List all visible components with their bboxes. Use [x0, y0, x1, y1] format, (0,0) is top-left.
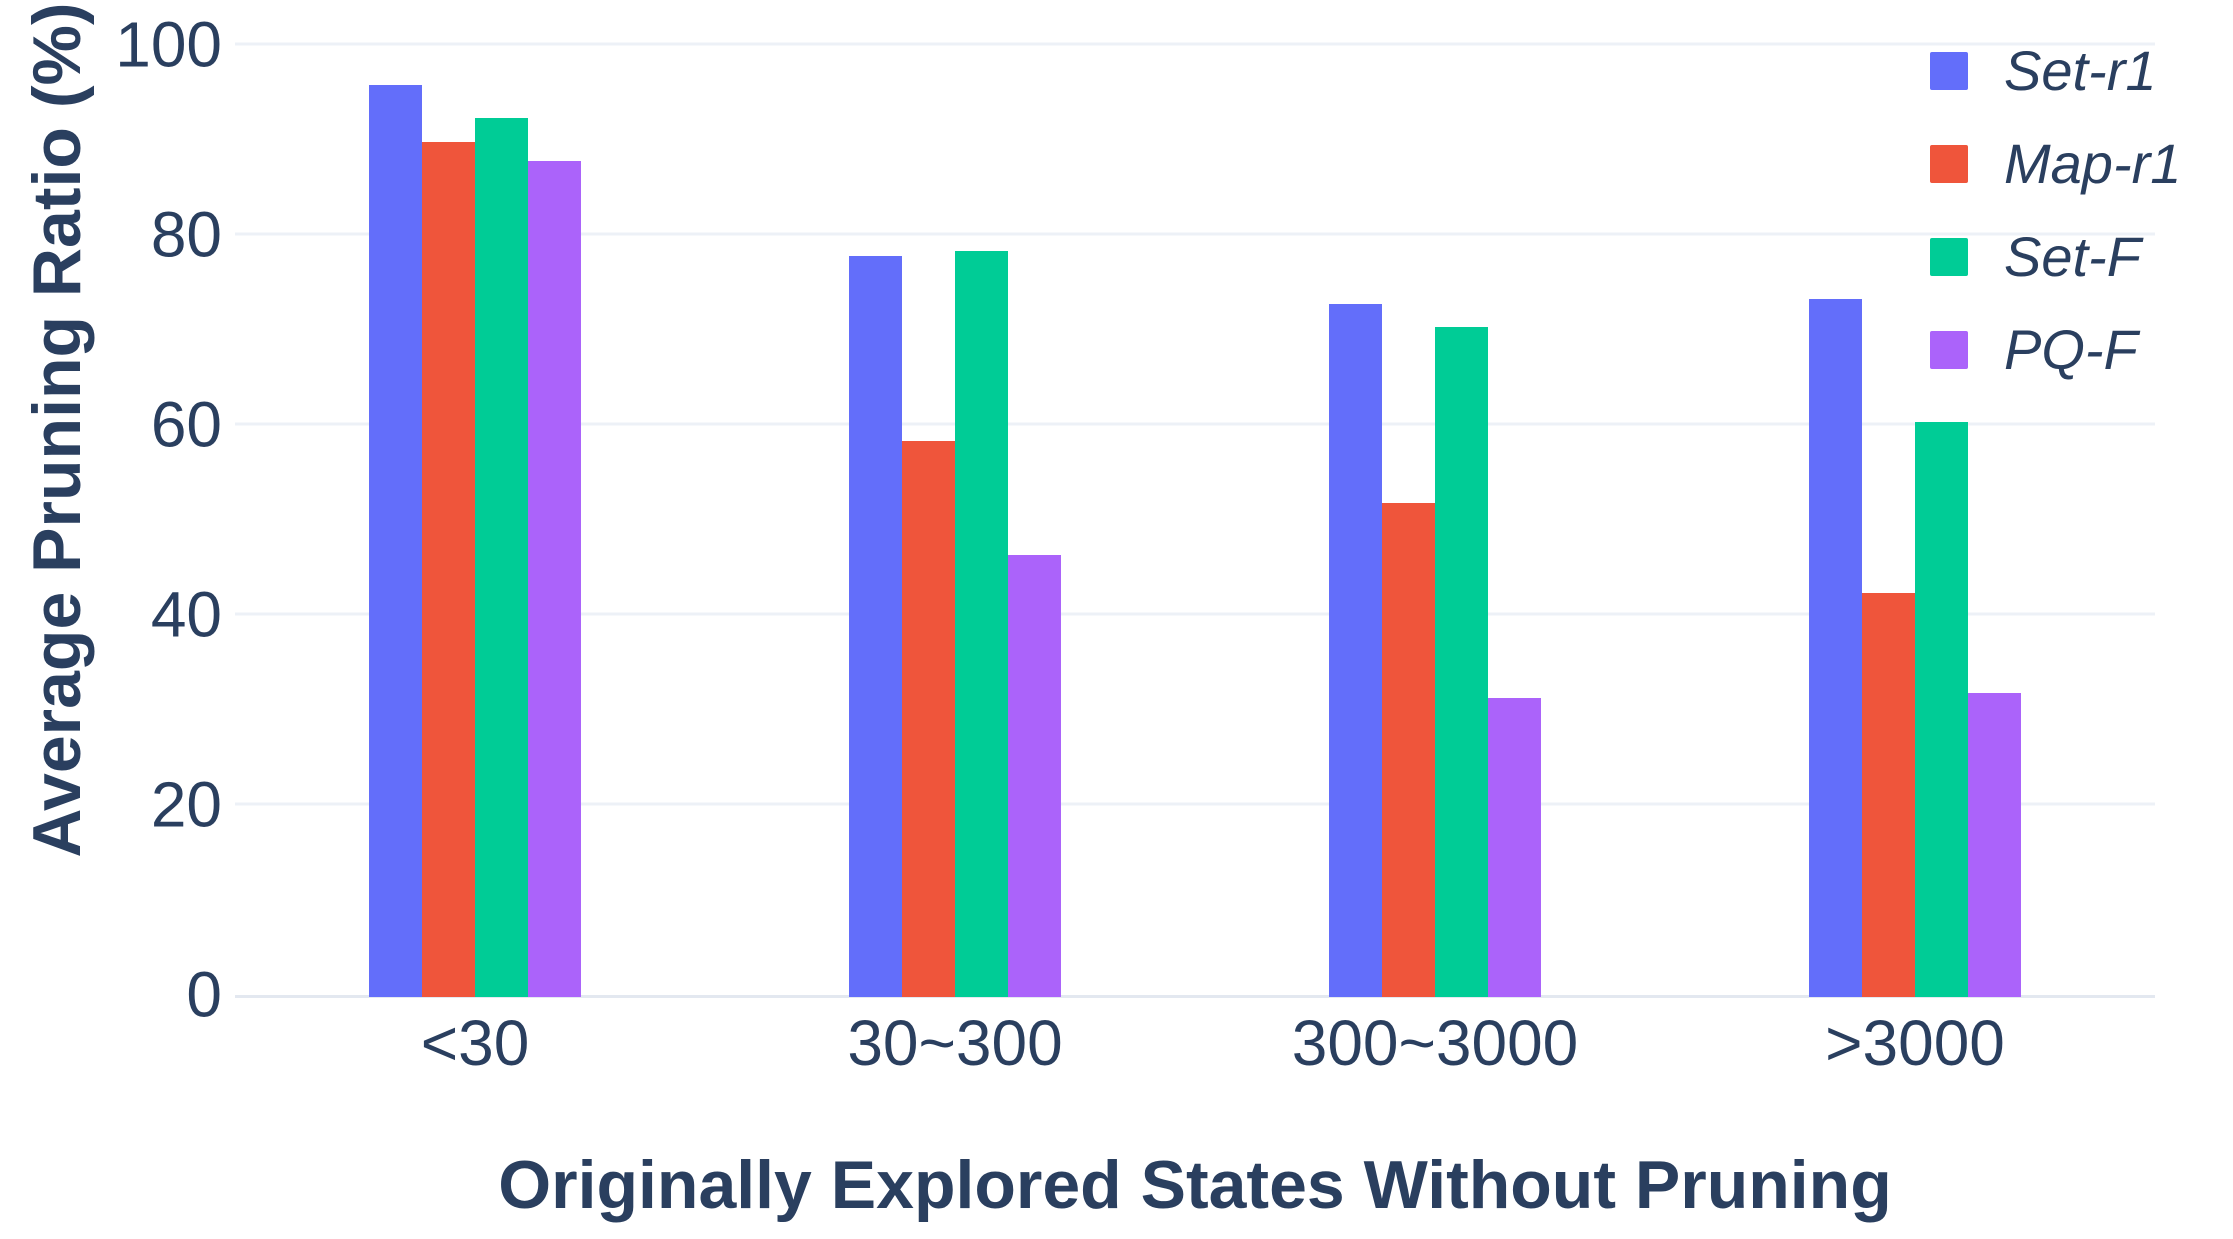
- bar-PQ-F-300~3000: [1488, 697, 1541, 997]
- bar-Set-F-<30: [475, 118, 528, 997]
- x-tick-label-30~300: 30~300: [847, 1007, 1063, 1079]
- x-tick-label->3000: >3000: [1825, 1007, 2005, 1079]
- legend-label-Set-F: Set-F: [2004, 225, 2141, 288]
- legend-item-Set-r1: Set-r1: [1930, 43, 2181, 99]
- bar-Set-F-30~300: [955, 251, 1008, 997]
- legend-swatch-Map-r1: [1930, 145, 1968, 183]
- plot-area: [235, 42, 2155, 998]
- bar-Set-r1-<30: [369, 85, 422, 997]
- y-tick-label-40: 40: [150, 578, 222, 651]
- bar-Set-r1-30~300: [849, 256, 902, 997]
- bar-Set-F-300~3000: [1435, 327, 1488, 997]
- legend-label-Map-r1: Map-r1: [2004, 132, 2182, 195]
- x-axis-title: Originally Explored States Without Pruni…: [498, 1147, 1892, 1223]
- bar-Map-r1-<30: [422, 142, 475, 997]
- bar-Set-r1-300~3000: [1329, 303, 1382, 997]
- y-tick-label-60: 60: [150, 388, 222, 461]
- legend-label-PQ-F: PQ-F: [2004, 318, 2138, 381]
- legend-swatch-Set-r1: [1930, 52, 1968, 90]
- bar-Set-r1->3000: [1809, 298, 1862, 997]
- y-tick-label-80: 80: [150, 198, 222, 271]
- legend-item-Map-r1: Map-r1: [1930, 136, 2181, 192]
- legend: Set-r1 Map-r1 Set-F PQ-F: [1930, 43, 2181, 378]
- x-tick-label-300~3000: 300~3000: [1291, 1007, 1579, 1079]
- x-tick-label-<30: <30: [420, 1007, 530, 1079]
- bar-PQ-F->3000: [1968, 693, 2021, 997]
- y-tick-label-0: 0: [186, 958, 222, 1031]
- grid-line-40: [235, 612, 2155, 616]
- grid-line-80: [235, 232, 2155, 236]
- bar-PQ-F-30~300: [1008, 555, 1061, 997]
- y-tick-label-20: 20: [150, 768, 222, 841]
- legend-swatch-PQ-F: [1930, 331, 1968, 369]
- legend-item-Set-F: Set-F: [1930, 229, 2181, 285]
- grid-line-20: [235, 802, 2155, 806]
- bar-PQ-F-<30: [528, 161, 581, 997]
- legend-item-PQ-F: PQ-F: [1930, 322, 2181, 378]
- y-tick-label-100: 100: [115, 8, 222, 81]
- bar-Set-F->3000: [1915, 422, 1968, 997]
- x-axis-baseline: [235, 995, 2155, 998]
- legend-label-Set-r1: Set-r1: [2004, 39, 2157, 102]
- legend-swatch-Set-F: [1930, 238, 1968, 276]
- grid-line-100: [235, 42, 2155, 46]
- grid-line-60: [235, 422, 2155, 426]
- bar-Map-r1->3000: [1862, 593, 1915, 997]
- bar-Map-r1-30~300: [902, 441, 955, 997]
- bar-Map-r1-300~3000: [1382, 503, 1435, 997]
